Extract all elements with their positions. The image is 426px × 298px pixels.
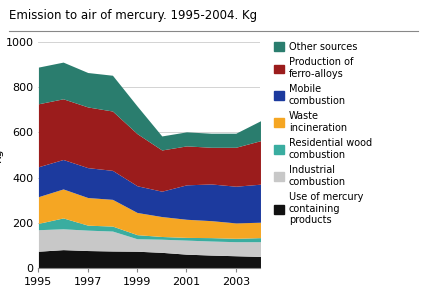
Text: Emission to air of mercury. 1995-2004. Kg: Emission to air of mercury. 1995-2004. K… (9, 9, 256, 22)
Legend: Other sources, Production of
ferro-alloys, Mobile
combustion, Waste
incineration: Other sources, Production of ferro-alloy… (273, 42, 371, 225)
Y-axis label: Kg: Kg (0, 148, 3, 162)
